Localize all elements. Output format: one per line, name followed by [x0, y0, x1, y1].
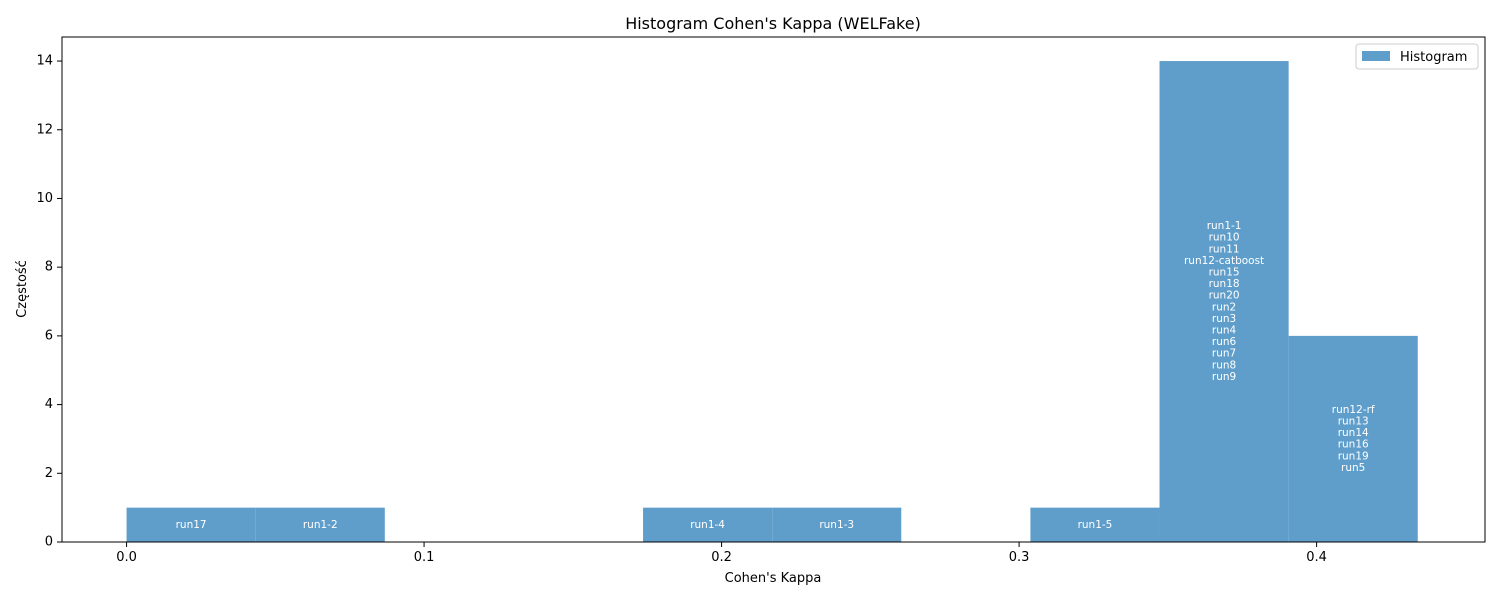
histogram-bar	[126, 507, 256, 542]
bar-label: run7	[1212, 348, 1236, 360]
chart-title: Histogram Cohen's Kappa (WELFake)	[625, 14, 921, 33]
histogram-bar	[1288, 335, 1418, 542]
y-tick-label: 0	[45, 535, 53, 550]
legend-label-histogram: Histogram	[1400, 50, 1467, 65]
bar-label: run1-1	[1207, 220, 1242, 232]
bar-label: run1-5	[1078, 519, 1113, 531]
y-tick-label: 8	[45, 260, 53, 275]
bar-label: run12-rf	[1332, 404, 1375, 416]
x-axis: 0.0 0.1 0.2 0.3 0.4	[116, 542, 1327, 565]
bar-label: run14	[1338, 427, 1369, 439]
bar-label: run3	[1212, 313, 1236, 325]
histogram-bar	[1030, 507, 1160, 542]
bar-label: run18	[1209, 278, 1240, 290]
histogram-bar	[643, 507, 773, 542]
y-tick-label: 4	[45, 397, 53, 412]
histogram-bar	[1159, 61, 1289, 543]
bar-label: run16	[1338, 439, 1369, 451]
y-tick-label: 2	[45, 466, 53, 481]
x-axis-title: Cohen's Kappa	[725, 571, 822, 586]
bar-label: run9	[1212, 371, 1236, 383]
bar-label: run1-2	[303, 519, 338, 531]
legend-swatch	[1362, 51, 1390, 61]
histogram-bar	[772, 507, 902, 542]
bar-label: run15	[1209, 267, 1240, 279]
x-tick-label: 0.3	[1009, 550, 1030, 565]
bar-label: run20	[1209, 290, 1240, 302]
bar-label: run12-catboost	[1184, 255, 1264, 267]
x-tick-label: 0.1	[414, 550, 435, 565]
bar-label: run4	[1212, 325, 1237, 337]
legend: Histogram	[1355, 43, 1479, 70]
bars-group	[126, 61, 1418, 543]
histogram-bar	[255, 507, 385, 542]
bar-label: run5	[1341, 462, 1365, 474]
y-tick-label: 14	[36, 54, 53, 69]
y-tick-label: 12	[36, 122, 53, 137]
bar-label: run19	[1338, 450, 1369, 462]
x-tick-label: 0.4	[1306, 550, 1327, 565]
y-tick-label: 10	[36, 191, 53, 206]
bar-label: run8	[1212, 359, 1236, 371]
bar-label: run17	[176, 519, 207, 531]
bar-label: run2	[1212, 301, 1236, 313]
y-axis: 0 2 4 6 8 10 12 14	[36, 54, 62, 550]
bar-label: run13	[1338, 416, 1369, 428]
y-tick-label: 6	[45, 328, 53, 343]
x-tick-label: 0.0	[116, 550, 137, 565]
bar-label: run1-3	[819, 519, 854, 531]
y-axis-title: Częstość	[15, 260, 30, 318]
plot-frame	[61, 36, 1486, 543]
bar-label: run11	[1209, 243, 1240, 255]
bar-label: run1-4	[690, 519, 725, 531]
x-tick-label: 0.2	[711, 550, 732, 565]
bar-labels-group: run17 run1-2 run1-4 run1-3 run1-5 run1-1run10…	[176, 220, 1375, 531]
bar-label: run6	[1212, 336, 1237, 348]
bar-label: run10	[1209, 232, 1240, 244]
legend-box	[1355, 43, 1479, 70]
